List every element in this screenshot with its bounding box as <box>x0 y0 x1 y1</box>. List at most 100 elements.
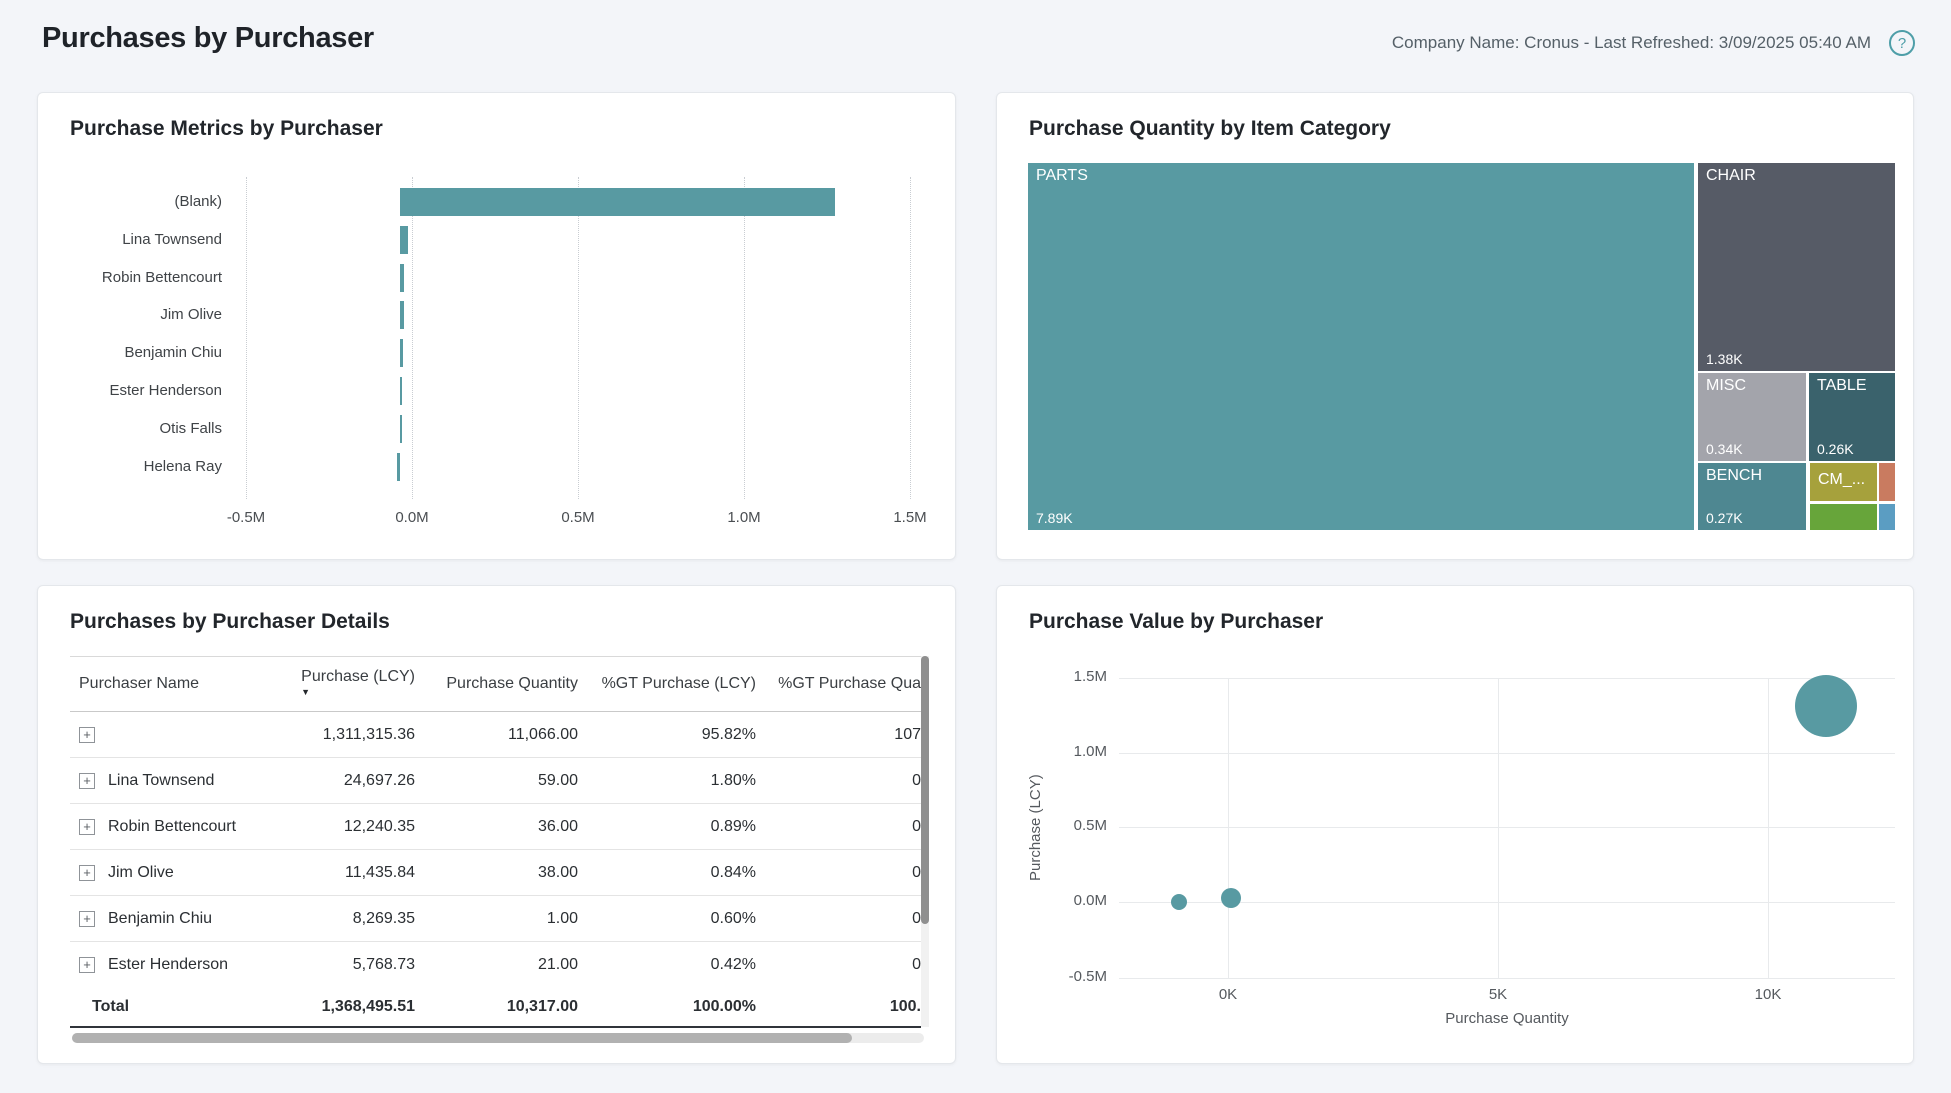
treemap-node-value: 0.27K <box>1706 510 1743 526</box>
vertical-scrollbar[interactable] <box>921 656 929 1027</box>
purchase-lcy-value: 11,435.84 <box>345 863 415 881</box>
treemap-node-value: 7.89K <box>1036 510 1073 526</box>
table-row[interactable]: + 1,311,315.36 11,066.00 95.82% 107 <box>70 712 921 758</box>
gt-purchase-value: 0.42% <box>710 956 756 973</box>
column-header-purchaser-name[interactable]: Purchaser Name <box>79 675 200 692</box>
details-table: Purchaser Name Purchase (LCY) ▼ Purchase … <box>70 656 921 1028</box>
horizontal-scrollbar[interactable] <box>72 1033 924 1043</box>
table-row[interactable]: + Benjamin Chiu 8,269.35 1.00 0.60% 0 <box>70 896 921 942</box>
x-axis-label: Purchase Quantity <box>1445 1010 1569 1027</box>
purchase-lcy-value: 5,768.73 <box>352 956 415 973</box>
gt-purchase-value: 1.80% <box>710 771 756 789</box>
expand-icon[interactable]: + <box>79 726 95 743</box>
table-row[interactable]: + Lina Townsend 24,697.26 59.00 1.80% 0 <box>70 758 921 804</box>
column-header-purchase-lcy[interactable]: Purchase (LCY) ▼ <box>301 668 415 697</box>
treemap-node-small-2[interactable] <box>1810 504 1877 530</box>
table-title: Purchases by Purchaser Details <box>70 610 390 633</box>
treemap-node-bench[interactable]: BENCH 0.27K <box>1698 463 1806 530</box>
bar[interactable] <box>397 452 400 481</box>
vertical-scrollbar-thumb[interactable] <box>921 656 929 924</box>
purchase-qty-value: 11,066.00 <box>508 725 578 743</box>
y-axis-tick: 1.5M <box>1073 668 1107 685</box>
gt-qty-value: 0 <box>912 909 921 927</box>
treemap-node-parts[interactable]: PARTS 7.89K <box>1028 163 1694 530</box>
category-label: Helena Ray <box>143 457 222 475</box>
treemap-node-label: BENCH <box>1706 467 1763 484</box>
gt-qty-value: 0 <box>912 817 921 835</box>
table-total-row: Total 1,368,495.51 10,317.00 100.00% 100… <box>70 988 921 1028</box>
bar-chart: (Blank) Lina Townsend Robin Bettencourt … <box>68 177 927 543</box>
scatter-title: Purchase Value by Purchaser <box>1029 610 1324 633</box>
scatter-point[interactable] <box>1794 674 1857 737</box>
bar-row: Helena Ray <box>68 448 927 486</box>
bar[interactable] <box>400 339 403 368</box>
bar-row: (Blank) <box>68 183 927 221</box>
treemap-node-label: MISC <box>1706 377 1746 394</box>
expand-icon[interactable]: + <box>79 957 95 973</box>
help-icon[interactable]: ? <box>1889 30 1915 56</box>
company-refresh-meta: Company Name: Cronus - Last Refreshed: 3… <box>1391 33 1871 52</box>
x-axis-tick: 0.0M <box>395 509 429 526</box>
purchase-lcy-value: 24,697.26 <box>343 771 415 789</box>
bar[interactable] <box>400 376 402 405</box>
bar-chart-gridlines <box>246 177 928 499</box>
expand-icon[interactable]: + <box>79 864 95 881</box>
treemap-node-label: PARTS <box>1036 167 1088 184</box>
scatter-point[interactable] <box>1221 888 1242 909</box>
column-header-gt-purchase-qty[interactable]: %GT Purchase Qua <box>778 675 921 692</box>
expand-icon[interactable]: + <box>79 818 95 835</box>
bar[interactable] <box>400 301 404 330</box>
x-axis-tick: 1.0M <box>727 509 761 526</box>
expand-icon[interactable]: + <box>79 772 95 789</box>
horizontal-scrollbar-thumb[interactable] <box>72 1033 852 1043</box>
category-label: Benjamin Chiu <box>124 344 222 362</box>
purchaser-name: Benjamin Chiu <box>108 909 213 927</box>
bar-row: Robin Bettencourt <box>68 259 927 297</box>
treemap-node-small-1[interactable] <box>1879 463 1895 501</box>
bar[interactable] <box>400 414 402 443</box>
x-axis-tick: 0.5M <box>561 509 595 526</box>
column-header-gt-purchase-lcy[interactable]: %GT Purchase (LCY) <box>601 675 756 692</box>
purchaser-name: Lina Townsend <box>108 771 215 789</box>
bar[interactable] <box>400 225 409 254</box>
treemap-node-cm[interactable]: CM_... <box>1810 463 1877 501</box>
purchaser-name: Jim Olive <box>108 863 174 881</box>
treemap-node-value: 0.34K <box>1706 441 1743 457</box>
bar[interactable] <box>400 188 836 216</box>
treemap-node-chair[interactable]: CHAIR 1.38K <box>1698 163 1895 371</box>
page-title: Purchases by Purchaser <box>42 22 374 54</box>
gt-qty-value: 107 <box>894 725 921 743</box>
total-purchase-lcy: 1,368,495.51 <box>321 998 415 1015</box>
treemap-node-misc[interactable]: MISC 0.34K <box>1698 373 1806 461</box>
y-axis-tick: 0.0M <box>1073 892 1107 909</box>
x-axis-tick: -0.5M <box>226 509 266 526</box>
purchase-lcy-value: 1,311,315.36 <box>322 725 415 743</box>
scatter-point[interactable] <box>1171 894 1188 910</box>
x-axis-tick: 1.5M <box>893 509 927 526</box>
column-header-purchase-quantity[interactable]: Purchase Quantity <box>446 675 578 692</box>
sort-descending-icon: ▼ <box>301 687 311 697</box>
purchaser-name: Ester Henderson <box>108 956 229 973</box>
purchase-qty-value: 38.00 <box>537 863 578 881</box>
x-axis-tick: 0K <box>1218 986 1238 1003</box>
purchase-lcy-value: 12,240.35 <box>343 817 415 835</box>
treemap-title: Purchase Quantity by Item Category <box>1029 117 1391 140</box>
bar[interactable] <box>400 263 405 292</box>
table-row[interactable]: + Ester Henderson 5,768.73 21.00 0.42% 0 <box>70 942 921 988</box>
expand-icon[interactable]: + <box>79 910 95 927</box>
treemap-node-small-3[interactable] <box>1879 504 1895 530</box>
bar-row: Benjamin Chiu <box>68 334 927 372</box>
purchase-lcy-value: 8,269.35 <box>352 909 415 927</box>
treemap: PARTS 7.89K CHAIR 1.38K MISC 0.34K TABLE… <box>1028 163 1895 530</box>
bar-row: Ester Henderson <box>68 372 927 410</box>
table-row[interactable]: + Robin Bettencourt 12,240.35 36.00 0.89%… <box>70 804 921 850</box>
treemap-node-value: 1.38K <box>1706 351 1743 367</box>
x-axis-tick: 10K <box>1754 986 1782 1003</box>
bar-chart-title: Purchase Metrics by Purchaser <box>70 117 383 140</box>
treemap-node-table[interactable]: TABLE 0.26K <box>1809 373 1895 461</box>
category-label: Robin Bettencourt <box>101 268 222 286</box>
category-label: Otis Falls <box>159 419 222 437</box>
table-row[interactable]: + Jim Olive 11,435.84 38.00 0.84% 0 <box>70 850 921 896</box>
table-header-row: Purchaser Name Purchase (LCY) ▼ Purchase … <box>70 657 921 712</box>
panel-purchaser-details: Purchases by Purchaser Details Purchaser… <box>37 585 956 1064</box>
